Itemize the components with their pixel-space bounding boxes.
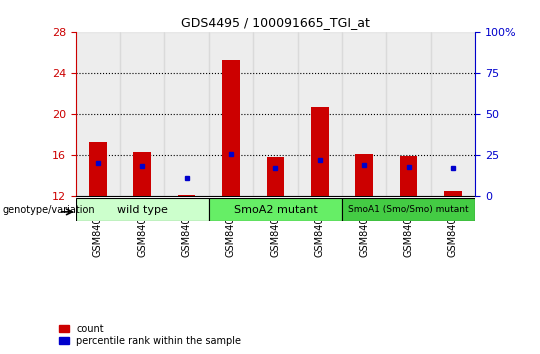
Text: wild type: wild type xyxy=(117,205,167,215)
Text: genotype/variation: genotype/variation xyxy=(3,205,96,215)
Bar xyxy=(76,198,209,221)
Title: GDS4495 / 100091665_TGI_at: GDS4495 / 100091665_TGI_at xyxy=(181,16,370,29)
Legend: count, percentile rank within the sample: count, percentile rank within the sample xyxy=(59,324,241,346)
Bar xyxy=(76,32,120,196)
Text: SmoA2 mutant: SmoA2 mutant xyxy=(233,205,318,215)
Bar xyxy=(253,32,298,196)
Bar xyxy=(342,32,387,196)
Bar xyxy=(178,195,195,196)
Bar xyxy=(431,32,475,196)
Bar xyxy=(444,191,462,196)
Bar xyxy=(267,158,284,196)
Bar xyxy=(133,152,151,196)
Bar xyxy=(387,32,431,196)
Bar xyxy=(89,142,107,196)
Bar xyxy=(164,32,209,196)
Bar xyxy=(120,32,164,196)
Bar xyxy=(209,32,253,196)
Bar xyxy=(355,154,373,196)
Bar xyxy=(222,59,240,196)
Bar xyxy=(400,156,417,196)
Bar xyxy=(311,107,329,196)
Bar xyxy=(209,198,342,221)
Bar xyxy=(342,198,475,221)
Text: SmoA1 (Smo/Smo) mutant: SmoA1 (Smo/Smo) mutant xyxy=(348,205,469,214)
Bar xyxy=(298,32,342,196)
